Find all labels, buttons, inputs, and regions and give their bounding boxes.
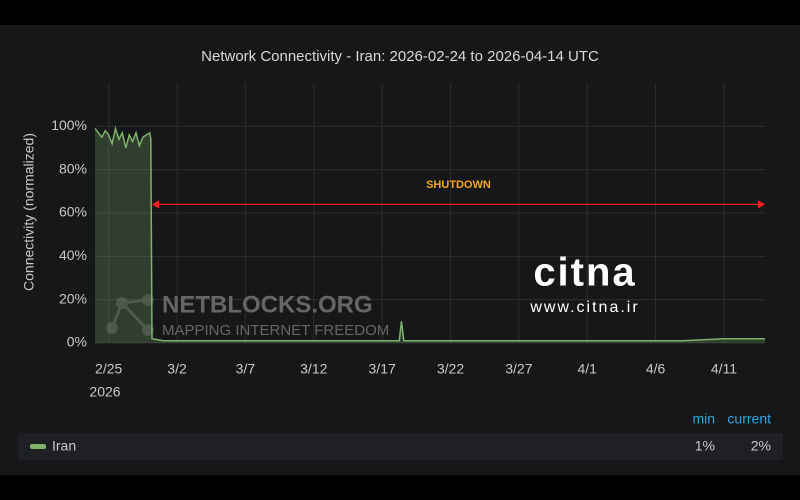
- watermark: citna: [533, 251, 636, 295]
- legend-stat: 1%: [695, 438, 715, 454]
- annotation-label: SHUTDOWN: [426, 179, 491, 191]
- legend-header: min: [692, 411, 715, 427]
- legend-swatch: [30, 444, 46, 449]
- legend-label: Iran: [52, 438, 76, 454]
- x-tick-label: 3/7: [236, 361, 256, 377]
- x-tick-label: 2/25: [95, 361, 122, 377]
- watermark: MAPPING INTERNET FREEDOM: [162, 322, 389, 339]
- x-tick-label: 4/11: [711, 361, 737, 377]
- x-year-label: 2026: [89, 384, 120, 400]
- panel: [0, 25, 800, 475]
- x-tick-label: 4/6: [646, 361, 666, 377]
- x-tick-label: 3/22: [437, 361, 464, 377]
- y-tick-label: 80%: [59, 160, 87, 176]
- x-tick-label: 3/27: [505, 361, 532, 377]
- y-tick-label: 100%: [51, 117, 87, 133]
- watermark: NETBLOCKS.ORG: [162, 291, 373, 318]
- legend-row: [18, 433, 783, 460]
- legend-header: current: [727, 411, 771, 427]
- chart-title: Network Connectivity - Iran: 2026-02-24 …: [201, 48, 599, 65]
- y-tick-label: 60%: [59, 204, 87, 220]
- x-tick-label: 3/2: [167, 361, 187, 377]
- legend-stat: 2%: [751, 438, 771, 454]
- x-tick-label: 3/12: [300, 361, 327, 377]
- y-tick-label: 20%: [59, 290, 87, 306]
- arrow-head: [758, 200, 765, 209]
- x-tick-label: 4/1: [578, 361, 598, 377]
- watermark: www.citna.ir: [529, 299, 639, 316]
- y-tick-label: 40%: [59, 247, 87, 263]
- arrow-head: [151, 200, 159, 209]
- series-line: [94, 125, 765, 342]
- y-axis-label: Connectivity (normalized): [21, 133, 37, 291]
- x-tick-label: 3/17: [369, 361, 396, 377]
- y-tick-label: 0%: [67, 334, 87, 350]
